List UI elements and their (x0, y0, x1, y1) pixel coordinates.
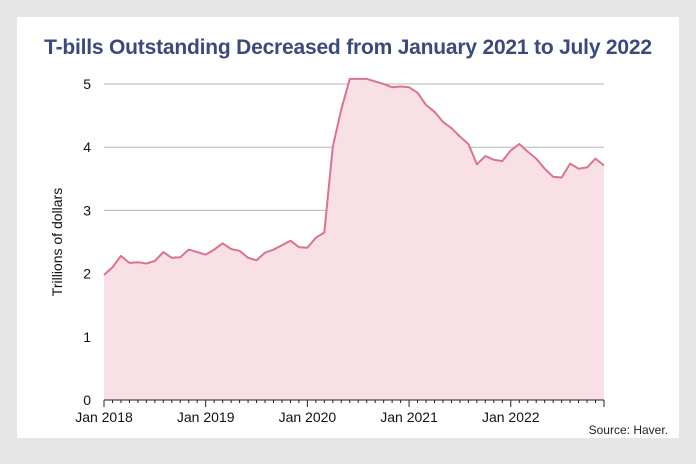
x-tick-label: Jan 2018 (75, 409, 133, 425)
series-line (103, 77, 605, 276)
y-tick-label: 5 (83, 76, 91, 92)
y-tick-label: 2 (83, 266, 91, 282)
y-tick-label: 0 (83, 392, 91, 408)
y-tick-label: 4 (83, 139, 91, 155)
y-axis-label: Trillions of dollars (49, 188, 65, 296)
x-tick-label: Jan 2020 (279, 409, 337, 425)
y-tick-label: 3 (83, 202, 91, 218)
chart-card: T-bills Outstanding Decreased from Janua… (17, 17, 679, 438)
x-tick-label: Jan 2021 (380, 409, 438, 425)
y-tick-label: 1 (83, 329, 91, 345)
x-tick-label: Jan 2022 (482, 409, 540, 425)
chart-title: T-bills Outstanding Decreased from Janua… (44, 36, 652, 59)
area-chart: 0 1 2 3 4 5 Trillions of dollars Jan 2018 Jan 20… (49, 76, 605, 425)
source-note: Source: Haver. (588, 423, 668, 437)
x-tick-label: Jan 2019 (177, 409, 235, 425)
series-area (104, 78, 604, 401)
